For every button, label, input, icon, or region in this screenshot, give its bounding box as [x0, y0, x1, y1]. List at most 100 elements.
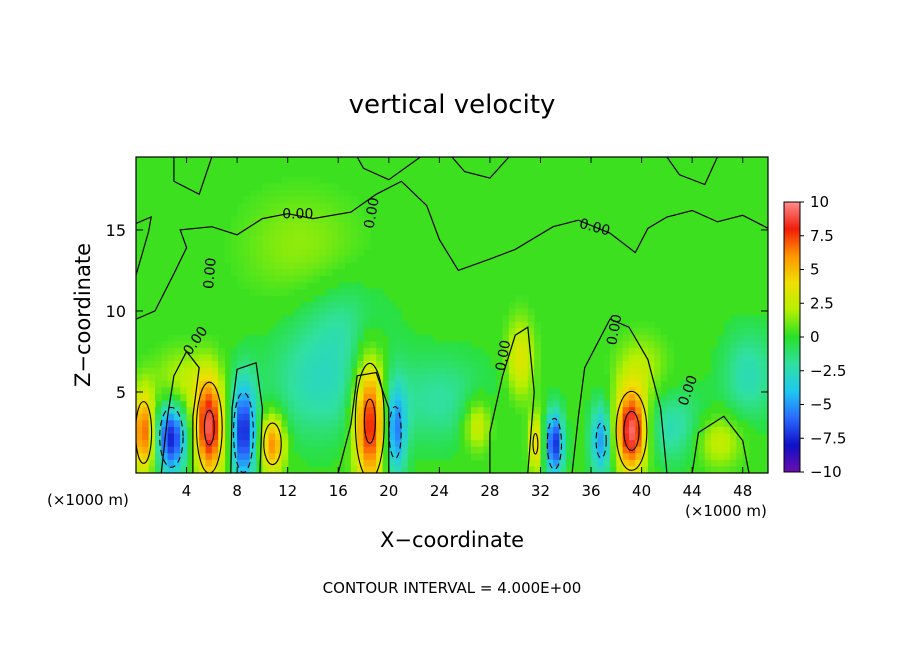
heatmap-cell — [628, 374, 636, 382]
heatmap-cell — [452, 367, 459, 375]
heatmap-cell — [704, 446, 712, 454]
heatmap-cell — [616, 466, 624, 473]
heatmap-cell — [527, 347, 535, 356]
heatmap-cell — [287, 229, 295, 237]
heatmap-cell — [610, 433, 617, 441]
heatmap-cell — [287, 262, 295, 270]
heatmap-cell — [173, 361, 181, 369]
heatmap-cell — [749, 361, 756, 369]
heatmap-cell — [350, 288, 358, 296]
heatmap-cell — [268, 459, 276, 468]
heatmap-cell — [268, 229, 276, 237]
heatmap-cell — [376, 380, 384, 389]
heatmap-cell — [641, 387, 649, 395]
heatmap-cell — [338, 216, 346, 224]
heatmap-cell — [685, 420, 693, 428]
heatmap-cell — [281, 334, 289, 342]
heatmap-cell — [268, 426, 276, 435]
heatmap-cell — [521, 446, 529, 454]
heatmap-cell — [300, 268, 308, 277]
heatmap-cell — [325, 341, 333, 349]
heatmap-cell — [628, 347, 636, 356]
heatmap-cell — [420, 426, 428, 435]
colorbar-tick-label: 5 — [810, 261, 820, 279]
heatmap-cell — [660, 407, 668, 415]
heatmap-cell — [268, 466, 276, 473]
x-tick-label: 32 — [531, 482, 550, 500]
heatmap-cell — [350, 466, 358, 473]
heatmap-cell — [401, 459, 409, 468]
heatmap-cell — [325, 255, 333, 263]
heatmap-cell — [742, 433, 750, 441]
heatmap-cell — [262, 262, 270, 270]
heatmap-cell — [306, 440, 314, 448]
heatmap-cell — [344, 374, 352, 382]
heatmap-cell — [635, 367, 643, 375]
heatmap-cell — [742, 354, 750, 362]
heatmap-cell — [521, 453, 529, 461]
heatmap-cell — [186, 347, 194, 356]
heatmap-cell — [275, 347, 282, 356]
heatmap-cell — [407, 328, 415, 336]
heatmap-cell — [363, 288, 371, 296]
heatmap-cell — [660, 453, 668, 461]
heatmap-cell — [230, 236, 238, 244]
heatmap-cell — [508, 334, 516, 342]
heatmap-cell — [218, 374, 226, 382]
heatmap-cell — [306, 242, 314, 250]
heatmap-cell — [445, 440, 453, 448]
heatmap-cell — [325, 189, 333, 198]
heatmap-cell — [331, 216, 339, 224]
heatmap-cell — [312, 222, 320, 231]
heatmap-cell — [249, 466, 257, 473]
heatmap-cell — [755, 315, 763, 323]
heatmap-cell — [312, 249, 320, 257]
heatmap-cell — [306, 374, 314, 382]
heatmap-cell — [515, 367, 523, 375]
heatmap-cell — [294, 446, 301, 454]
heatmap-cell — [610, 367, 617, 375]
heatmap-cell — [502, 347, 510, 356]
heatmap-cell — [262, 466, 270, 473]
heatmap-cell — [666, 347, 674, 356]
heatmap-cell — [660, 394, 668, 402]
heatmap-cell — [338, 249, 346, 257]
heatmap-cell — [180, 374, 188, 382]
heatmap-cell — [641, 453, 649, 461]
heatmap-cell — [205, 400, 213, 408]
heatmap-cell — [761, 394, 768, 402]
heatmap-cell — [294, 216, 301, 224]
colorbar-tick-label: 10 — [810, 193, 829, 211]
heatmap-cell — [723, 413, 731, 421]
heatmap-cell — [654, 426, 662, 435]
heatmap-cell — [256, 361, 263, 369]
heatmap-cell — [230, 407, 238, 415]
heatmap-cell — [331, 189, 339, 198]
heatmap-cell — [344, 216, 352, 224]
heatmap-cell — [161, 341, 169, 349]
heatmap-cell — [673, 413, 681, 421]
zero-contour — [160, 350, 200, 473]
heatmap-cell — [312, 209, 320, 217]
heatmap-cell — [243, 394, 251, 402]
heatmap-cell — [452, 341, 459, 349]
heatmap-cell — [275, 229, 282, 237]
heatmap-cell — [717, 341, 725, 349]
y-axis-label: Z−coordinate — [71, 243, 95, 387]
heatmap-cell — [319, 446, 327, 454]
heatmap-cell — [211, 394, 219, 402]
heatmap-cell — [521, 301, 529, 310]
heatmap-cell — [237, 440, 245, 448]
contour-label: 0.00 — [282, 207, 313, 223]
heatmap-cell — [173, 347, 181, 356]
heatmap-cell — [711, 347, 719, 356]
heatmap-cell — [243, 209, 251, 217]
heatmap-cell — [635, 407, 643, 415]
heatmap-cell — [641, 400, 649, 408]
heatmap-cell — [654, 367, 662, 375]
heatmap-cell — [300, 255, 308, 263]
heatmap-cell — [281, 400, 289, 408]
heatmap-cell — [388, 440, 396, 448]
heatmap-cell — [167, 354, 175, 362]
heatmap-cell — [426, 380, 434, 389]
